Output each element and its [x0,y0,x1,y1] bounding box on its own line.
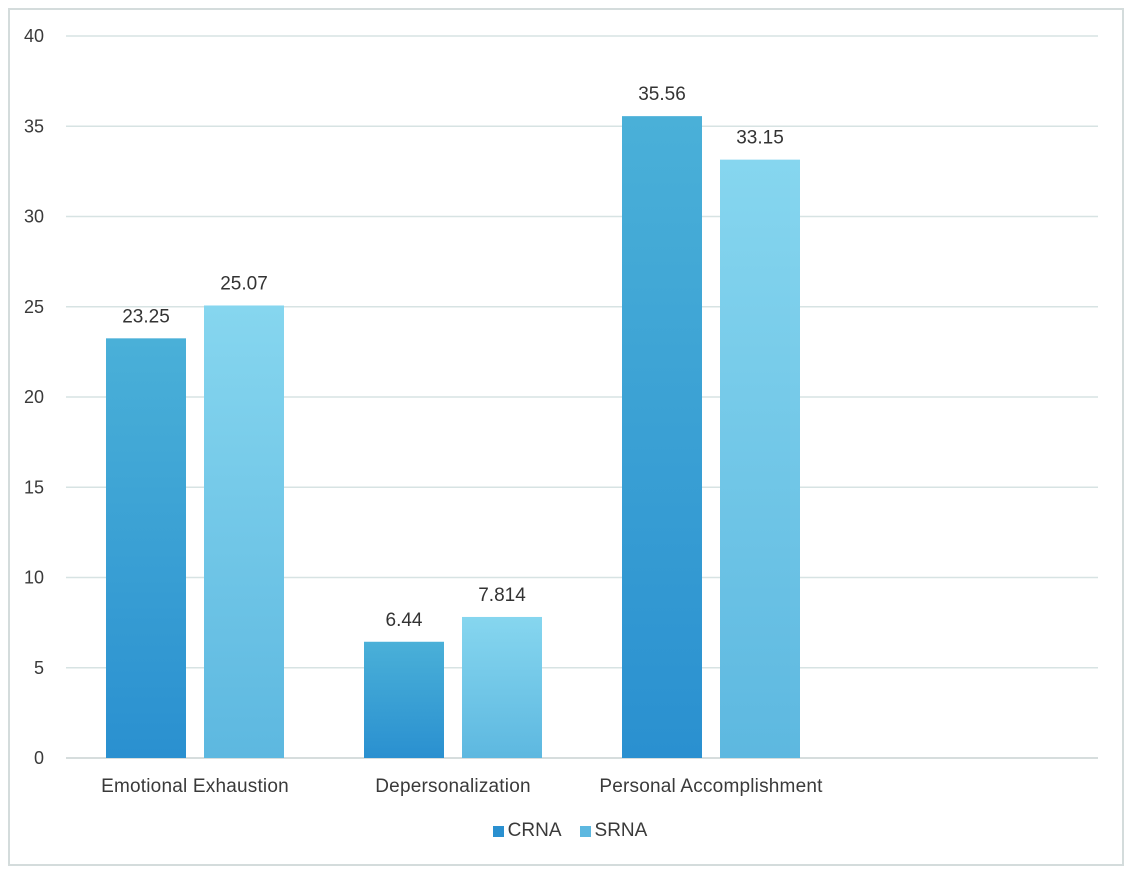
legend-label-crna: CRNA [507,820,562,841]
data-labels: 23.25 25.07 6.44 7.814 35.56 33.15 [122,84,784,631]
y-tick-label-40: 40 [24,26,44,46]
bar-crna-emotional-exhaustion [106,338,186,758]
bar-srna-emotional-exhaustion [204,305,284,758]
data-label-crna-emotional-exhaustion: 23.25 [122,306,170,327]
bars [106,116,800,759]
category-label-personal-accomplishment: Personal Accomplishment [599,776,823,797]
y-tick-label-10: 10 [24,568,44,588]
y-tick-label-35: 35 [24,116,44,136]
legend-swatch-srna [579,825,591,837]
y-tick-label-25: 25 [24,297,44,317]
legend-label-srna: SRNA [594,820,648,841]
bar-srna-personal-accomplishment [720,159,800,758]
data-label-srna-depersonalization: 7.814 [478,585,526,606]
bar-srna-depersonalization [462,616,542,758]
y-tick-label-30: 30 [24,207,44,227]
chart-frame [8,8,1124,866]
legend-entry-crna: CRNA [492,820,562,842]
category-label-depersonalization: Depersonalization [375,776,531,797]
category-label-emotional-exhaustion: Emotional Exhaustion [101,776,289,797]
data-label-crna-personal-accomplishment: 35.56 [638,84,686,105]
y-tick-label-15: 15 [24,477,44,497]
legend-swatch-crna [492,825,504,837]
bar-crna-personal-accomplishment [622,116,702,759]
bar-crna-depersonalization [364,641,444,758]
y-tick-label-5: 5 [34,658,44,678]
legend: CRNA SRNA [0,820,1140,842]
data-label-srna-personal-accomplishment: 33.15 [736,128,784,149]
x-axis-categories: Emotional Exhaustion Depersonalization Per… [101,776,823,797]
y-tick-label-0: 0 [34,748,44,768]
data-label-srna-emotional-exhaustion: 25.07 [220,273,268,294]
legend-entry-srna: SRNA [579,820,648,842]
y-axis-ticks: 0 5 10 15 20 25 30 35 40 [24,26,44,768]
data-label-crna-depersonalization: 6.44 [386,610,423,631]
y-tick-label-20: 20 [24,387,44,407]
